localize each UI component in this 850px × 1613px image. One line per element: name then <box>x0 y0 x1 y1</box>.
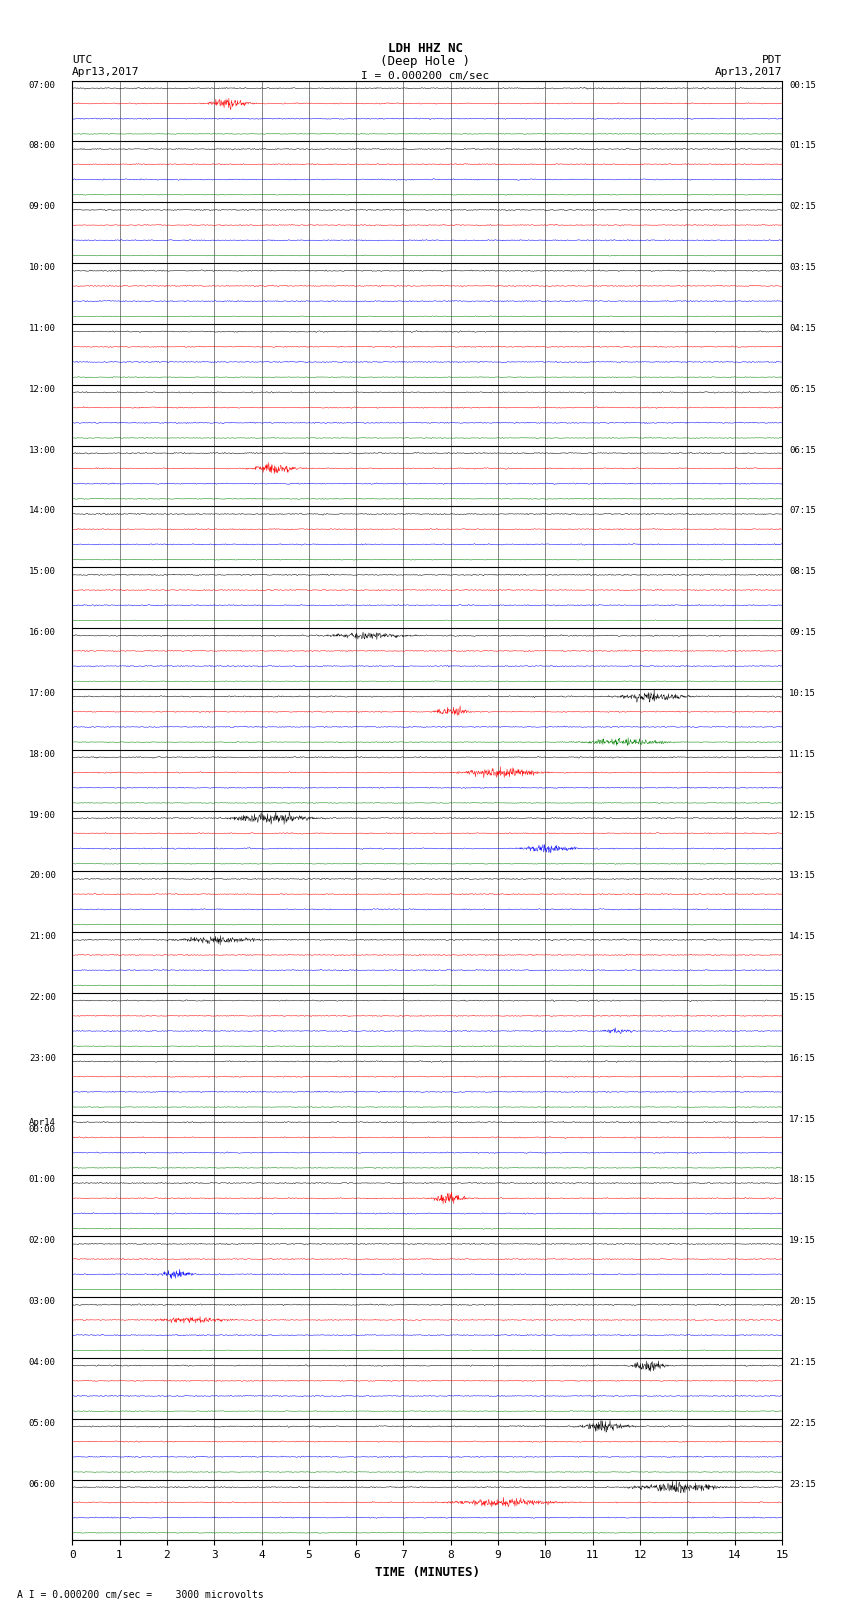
Text: 03:00: 03:00 <box>29 1297 56 1307</box>
Text: 09:00: 09:00 <box>29 202 56 211</box>
Text: PDT: PDT <box>762 55 782 65</box>
Text: 12:15: 12:15 <box>789 810 816 819</box>
Text: 10:00: 10:00 <box>29 263 56 273</box>
Text: 23:15: 23:15 <box>789 1479 816 1489</box>
Text: 06:00: 06:00 <box>29 1479 56 1489</box>
Text: 23:00: 23:00 <box>29 1053 56 1063</box>
Text: 18:15: 18:15 <box>789 1176 816 1184</box>
Text: 08:15: 08:15 <box>789 568 816 576</box>
Text: 17:15: 17:15 <box>789 1115 816 1124</box>
Text: 10:15: 10:15 <box>789 689 816 698</box>
Text: 07:15: 07:15 <box>789 506 816 516</box>
Text: 02:00: 02:00 <box>29 1236 56 1245</box>
Text: 00:00: 00:00 <box>29 1126 56 1134</box>
Text: 19:00: 19:00 <box>29 810 56 819</box>
Text: 14:15: 14:15 <box>789 932 816 940</box>
Text: 06:15: 06:15 <box>789 445 816 455</box>
Text: 16:15: 16:15 <box>789 1053 816 1063</box>
Text: Apr14: Apr14 <box>29 1118 56 1127</box>
Text: 04:00: 04:00 <box>29 1358 56 1366</box>
Text: 14:00: 14:00 <box>29 506 56 516</box>
Text: 18:00: 18:00 <box>29 750 56 758</box>
Text: UTC: UTC <box>72 55 93 65</box>
Text: I = 0.000200 cm/sec: I = 0.000200 cm/sec <box>361 71 489 81</box>
Text: LDH HHZ NC: LDH HHZ NC <box>388 42 462 55</box>
Text: 08:00: 08:00 <box>29 142 56 150</box>
Text: (Deep Hole ): (Deep Hole ) <box>380 55 470 68</box>
Text: 00:15: 00:15 <box>789 81 816 90</box>
Text: 02:15: 02:15 <box>789 202 816 211</box>
Text: 17:00: 17:00 <box>29 689 56 698</box>
Text: A I = 0.000200 cm/sec =    3000 microvolts: A I = 0.000200 cm/sec = 3000 microvolts <box>17 1590 264 1600</box>
Text: 20:15: 20:15 <box>789 1297 816 1307</box>
Text: 15:00: 15:00 <box>29 568 56 576</box>
Text: 13:00: 13:00 <box>29 445 56 455</box>
Text: 19:15: 19:15 <box>789 1236 816 1245</box>
Text: 04:15: 04:15 <box>789 324 816 332</box>
Text: 11:00: 11:00 <box>29 324 56 332</box>
Text: 11:15: 11:15 <box>789 750 816 758</box>
Text: 09:15: 09:15 <box>789 627 816 637</box>
Text: 21:00: 21:00 <box>29 932 56 940</box>
Text: 15:15: 15:15 <box>789 994 816 1002</box>
Text: 16:00: 16:00 <box>29 627 56 637</box>
Text: 01:00: 01:00 <box>29 1176 56 1184</box>
Text: 21:15: 21:15 <box>789 1358 816 1366</box>
Text: 20:00: 20:00 <box>29 871 56 881</box>
Text: 13:15: 13:15 <box>789 871 816 881</box>
Text: 05:00: 05:00 <box>29 1419 56 1428</box>
Text: 22:15: 22:15 <box>789 1419 816 1428</box>
Text: 12:00: 12:00 <box>29 386 56 394</box>
Text: 03:15: 03:15 <box>789 263 816 273</box>
Text: Apr13,2017: Apr13,2017 <box>715 68 782 77</box>
Text: Apr13,2017: Apr13,2017 <box>72 68 139 77</box>
X-axis label: TIME (MINUTES): TIME (MINUTES) <box>375 1566 479 1579</box>
Text: 22:00: 22:00 <box>29 994 56 1002</box>
Text: 05:15: 05:15 <box>789 386 816 394</box>
Text: 01:15: 01:15 <box>789 142 816 150</box>
Text: 07:00: 07:00 <box>29 81 56 90</box>
